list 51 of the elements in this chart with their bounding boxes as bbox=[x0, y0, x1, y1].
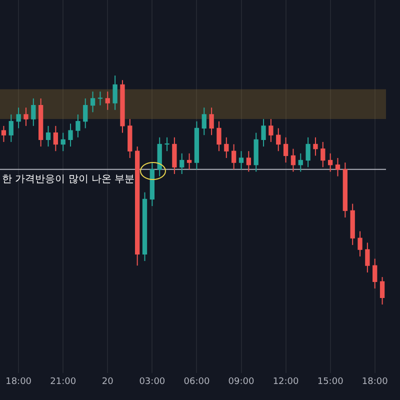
candlestick bbox=[328, 152, 333, 172]
candlestick bbox=[358, 230, 362, 257]
candlestick bbox=[380, 276, 385, 306]
candlestick bbox=[90, 91, 96, 113]
candlestick bbox=[105, 91, 110, 110]
candlestick bbox=[209, 107, 214, 136]
candlestick bbox=[261, 118, 266, 148]
x-tick-label: 20 bbox=[102, 376, 114, 387]
candlestick bbox=[238, 150, 244, 170]
candlestick bbox=[320, 141, 326, 168]
candlestick bbox=[268, 118, 274, 142]
x-tick-label: 21:00 bbox=[50, 376, 76, 387]
candlestick bbox=[298, 152, 303, 172]
candlestick bbox=[372, 258, 378, 289]
candlestick bbox=[164, 136, 170, 152]
candlestick bbox=[1, 125, 6, 142]
candlestick bbox=[83, 98, 88, 129]
x-tick-label: 03:00 bbox=[139, 376, 166, 387]
annotation: 한 가격반응이 많이 나온 부분 bbox=[2, 174, 135, 186]
candlestick bbox=[313, 136, 318, 156]
candlestick bbox=[335, 157, 340, 177]
x-tick-label: 06:00 bbox=[184, 376, 210, 387]
candlestick bbox=[8, 114, 14, 142]
candlestick bbox=[16, 107, 21, 129]
candlestick bbox=[53, 125, 58, 152]
candlestick bbox=[46, 125, 51, 148]
x-tick-label: 15:00 bbox=[317, 376, 344, 387]
x-tick-label: 18:00 bbox=[362, 376, 388, 387]
candlestick bbox=[276, 128, 281, 152]
candlestick bbox=[290, 148, 296, 172]
candlestick bbox=[365, 242, 370, 273]
candlestick bbox=[68, 123, 73, 148]
candlestick bbox=[216, 120, 222, 152]
candlestick bbox=[98, 91, 103, 106]
candlestick bbox=[31, 98, 36, 126]
candlestick bbox=[224, 136, 229, 158]
x-tick-label: 09:00 bbox=[228, 376, 254, 387]
candlestick bbox=[202, 107, 206, 136]
candlestick bbox=[112, 75, 118, 110]
candlestick bbox=[172, 136, 177, 175]
candlestick bbox=[186, 152, 192, 170]
x-tick-label: 18:00 bbox=[6, 376, 32, 387]
candlestick bbox=[246, 150, 252, 172]
candlestick bbox=[283, 136, 288, 164]
x-tick-label: 12:00 bbox=[272, 376, 300, 387]
candlestick bbox=[76, 114, 80, 138]
candlestick bbox=[306, 136, 310, 168]
candlestick bbox=[231, 144, 236, 170]
candlestick bbox=[60, 132, 66, 152]
candlestick bbox=[180, 152, 184, 175]
candlestick bbox=[24, 107, 28, 126]
